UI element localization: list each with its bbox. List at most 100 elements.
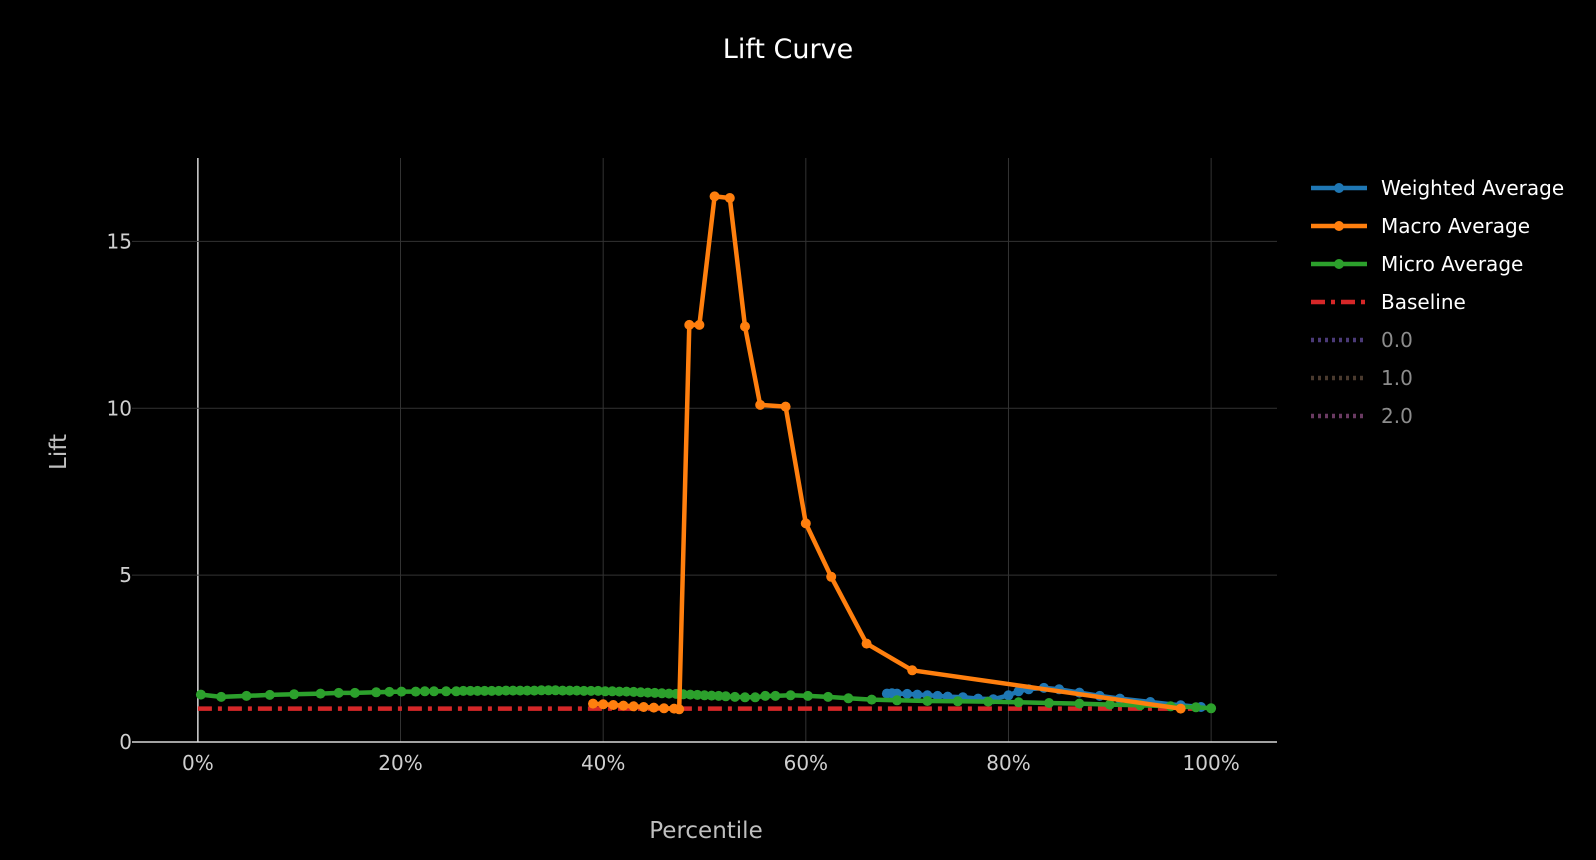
point-micro-average [486,685,497,696]
point-macro-average [674,704,685,715]
legend-item-0-0[interactable]: 0.0 [1311,328,1413,352]
point-micro-average [571,685,582,696]
point-micro-average [593,685,604,696]
legend-item-macro-average[interactable]: Macro Average [1311,214,1530,238]
y-axis-title: Lift [46,434,72,470]
point-micro-average [685,689,696,700]
legend-label: Baseline [1381,290,1466,314]
y-tick-label: 10 [107,396,132,420]
legend[interactable]: Weighted Average Macro Average Micro Avera… [1311,176,1564,428]
point-micro-average [628,686,639,697]
point-macro-average [628,701,639,712]
series-micro-average [195,685,1217,714]
point-micro-average [371,687,382,698]
point-micro-average [866,694,877,705]
point-micro-average [493,685,504,696]
point-macro-average [618,700,629,711]
point-micro-average [396,686,407,697]
point-macro-average [907,665,918,676]
legend-label: 0.0 [1381,328,1413,352]
legend-item-micro-average[interactable]: Micro Average [1311,252,1523,276]
x-tick-label: 20% [378,751,422,775]
series-layer [195,191,1217,715]
point-macro-average [740,321,750,332]
x-tick-label: 60% [784,751,828,775]
point-micro-average [550,685,561,696]
point-micro-average [564,685,575,696]
y-tick-label: 15 [107,229,132,253]
point-micro-average [664,688,674,699]
point-macro-average [724,193,735,203]
legend-item-2-0[interactable]: 2.0 [1311,404,1413,428]
point-micro-average [508,685,518,696]
point-micro-average [479,685,490,696]
point-micro-average [216,691,227,702]
x-axis-title: Percentile [649,818,762,844]
point-micro-average [1013,697,1024,708]
legend-label: 2.0 [1381,404,1413,428]
point-macro-average [659,703,669,714]
legend-label: 1.0 [1381,366,1413,390]
point-micro-average [264,689,275,700]
point-weighted-average [902,688,913,699]
point-micro-average [472,685,483,696]
point-micro-average [740,692,750,703]
y-tick-label: 5 [119,563,132,587]
point-micro-average [465,685,476,696]
point-micro-average [529,685,540,696]
point-micro-average [621,686,632,697]
point-macro-average [598,699,609,710]
point-micro-average [241,690,252,701]
point-micro-average [522,685,533,696]
point-micro-average [195,689,206,700]
legend-label: Macro Average [1381,214,1530,238]
point-macro-average [1175,703,1186,714]
point-micro-average [922,696,933,706]
point-micro-average [384,686,395,697]
point-micro-average [649,687,660,698]
legend-item-weighted-average[interactable]: Weighted Average [1311,176,1564,200]
point-micro-average [750,692,761,703]
x-tick-label: 40% [581,751,625,775]
legend-marker [1334,259,1344,269]
ticks-layer: 0% 20% 40% 60% 80% 100% 0 5 10 15 [107,229,1240,775]
y-tick-label: 0 [119,730,132,754]
point-micro-average [843,693,854,704]
point-micro-average [785,690,796,701]
point-micro-average [802,690,813,701]
point-micro-average [1104,699,1115,710]
point-micro-average [500,685,511,696]
point-micro-average [823,691,834,702]
point-macro-average [638,702,649,712]
chart-title: Lift Curve [723,34,853,65]
point-micro-average [315,688,326,699]
point-micro-average [441,686,452,697]
point-micro-average [614,686,625,697]
legend-marker [1334,221,1344,231]
legend-label: Weighted Average [1381,176,1564,200]
point-micro-average [1206,703,1217,714]
point-micro-average [557,685,568,696]
point-micro-average [635,687,646,698]
point-micro-average [429,686,439,697]
point-micro-average [1074,698,1085,709]
point-micro-average [770,690,781,701]
point-macro-average [648,702,659,713]
point-micro-average [536,685,547,696]
point-micro-average [729,691,740,702]
point-weighted-average [1003,690,1014,701]
point-macro-average [709,191,720,202]
point-micro-average [578,685,589,696]
legend-item-baseline[interactable]: Baseline [1311,290,1466,314]
series-line-macro-average [592,194,1182,712]
point-macro-average [826,571,837,582]
point-micro-average [952,696,963,707]
point-macro-average [694,319,705,330]
x-tick-label: 100% [1183,751,1240,775]
point-micro-average [656,688,667,699]
point-micro-average [289,689,300,700]
grid-layer [132,158,1277,743]
legend-item-1-0[interactable]: 1.0 [1311,366,1413,390]
point-micro-average [458,685,469,696]
